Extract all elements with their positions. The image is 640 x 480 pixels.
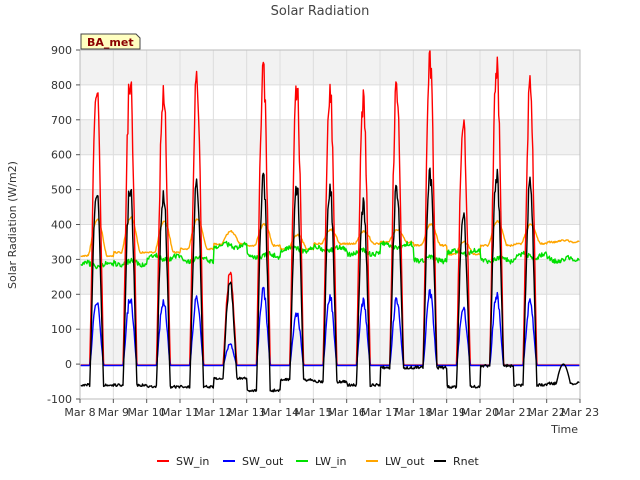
- legend-label: SW_out: [242, 455, 284, 468]
- legend-item-rnet: Rnet: [434, 455, 479, 468]
- y-tick-label: 800: [51, 79, 72, 92]
- y-tick-label: -100: [47, 393, 72, 406]
- x-tick-label: Mar 10: [128, 406, 166, 419]
- x-tick-label: Mar 11: [161, 406, 199, 419]
- plot-band: [80, 329, 580, 365]
- x-tick-label: Mar 19: [428, 406, 466, 419]
- x-tick-label: Mar 15: [294, 406, 332, 419]
- x-tick-label: Mar 20: [461, 406, 499, 419]
- x-tick-label: Mar 13: [228, 406, 266, 419]
- x-tick-label: Mar 17: [361, 406, 399, 419]
- y-axis-title: Solar Radiation (W/m2): [6, 161, 19, 289]
- x-tick-label: Mar 8: [64, 406, 95, 419]
- plot-band: [80, 119, 580, 155]
- y-tick-label: 200: [51, 288, 72, 301]
- series-line-lw-in: [80, 240, 580, 270]
- y-tick-label: 400: [51, 219, 72, 232]
- x-tick-label: Mar 9: [98, 406, 129, 419]
- y-tick-label: 700: [51, 114, 72, 127]
- legend-item-sw-in: SW_in: [157, 455, 209, 468]
- legend-label: SW_in: [176, 455, 209, 468]
- x-tick-label: Mar 14: [261, 406, 299, 419]
- y-tick-label: 0: [65, 358, 72, 371]
- series-line-sw-in: [80, 49, 580, 366]
- legend-item-sw-out: SW_out: [223, 455, 284, 468]
- series-line-lw-out: [80, 216, 580, 258]
- legend-item-lw-out: LW_out: [366, 455, 425, 468]
- y-tick-label: 600: [51, 149, 72, 162]
- plot-band: [80, 259, 580, 295]
- legend-label: LW_out: [385, 455, 425, 468]
- series-line-sw-out: [80, 286, 580, 367]
- x-tick-label: Mar 12: [194, 406, 232, 419]
- chart-title: Solar Radiation: [271, 4, 370, 19]
- series-line-rnet: [80, 167, 580, 393]
- legend-label: LW_in: [315, 455, 347, 468]
- site-badge: BA_met: [80, 33, 141, 50]
- y-axis-ticks: -100 0 100 200 300 400 500 600 700 800 900: [47, 44, 80, 406]
- y-tick-label: 100: [51, 323, 72, 336]
- legend-label: Rnet: [453, 455, 479, 468]
- y-tick-label: 900: [51, 44, 72, 57]
- x-tick-label: Mar 22: [528, 406, 566, 419]
- x-axis-title: Time: [550, 423, 578, 436]
- plot-band: [80, 50, 580, 85]
- x-tick-label: Mar 21: [494, 406, 532, 419]
- y-tick-label: 300: [51, 253, 72, 266]
- series-layer: [80, 49, 580, 393]
- site-badge-box: [80, 33, 141, 50]
- x-tick-label: Mar 16: [328, 406, 366, 419]
- y-tick-label: 500: [51, 184, 72, 197]
- legend-item-lw-in: LW_in: [296, 455, 347, 468]
- site-badge-label: BA_met: [87, 36, 134, 49]
- legend: SW_in SW_out LW_in LW_out Rnet: [157, 455, 479, 468]
- x-tick-label: Mar 23: [561, 406, 599, 419]
- x-tick-label: Mar 18: [394, 406, 432, 419]
